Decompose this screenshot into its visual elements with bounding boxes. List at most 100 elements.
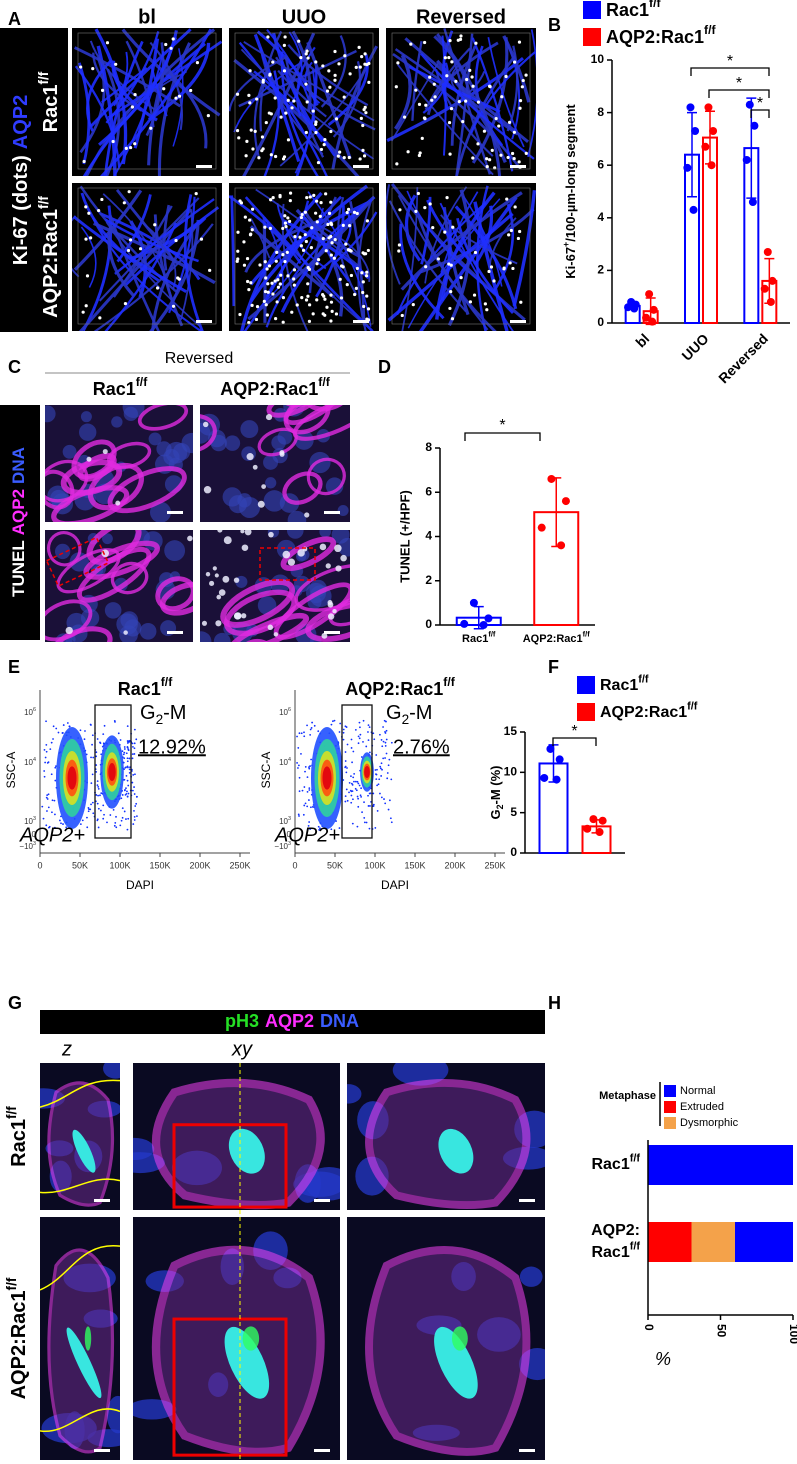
ki67-dot [91,67,95,71]
ki67-dot [305,100,309,104]
ki67-dot [275,250,279,254]
y-tick-label-part: f/f [630,1240,641,1252]
nucleus [224,435,241,451]
tubule [303,210,363,259]
legend-label-part: AQP2:Rac1 [606,27,704,47]
ki67-dot [288,191,293,195]
ki67-dot [459,34,463,38]
ki67-dot [261,147,265,151]
ki67-dot [517,160,521,164]
ki67-dot [502,267,506,271]
column-header: Reversed [416,6,506,28]
event [362,740,364,743]
ki67-dot [249,281,253,285]
nucleus [104,602,122,619]
tubule-ring [137,405,189,431]
event [385,720,387,723]
ki67-dot [364,274,369,278]
tubule-ring [200,413,217,453]
ki67-dot [450,317,455,321]
event [303,735,306,738]
event [375,778,378,780]
gate-label-part: 2 [156,712,164,727]
event [68,725,71,728]
event [86,826,89,829]
event [300,732,303,735]
tunel-dot [265,414,273,421]
ki67-dot [454,79,458,83]
ki67-dot [447,262,451,266]
nucleus [519,1266,543,1287]
ki67-dot [488,158,492,162]
event [133,793,136,795]
ki67-dot [329,200,333,204]
ki67-dot [236,249,240,253]
y-tick-label: 0 [287,830,292,839]
y-axis-label-part: G [488,809,503,819]
ki67-dot [327,69,331,73]
event [375,773,378,776]
event [51,799,54,802]
tubule [295,66,318,176]
event [84,730,86,732]
y-axis-label: G2-M (%) [488,765,505,819]
tunel-dot [240,530,245,534]
tunel-dot [273,632,279,637]
ki67-dot [282,43,286,47]
event [301,789,304,792]
event [346,799,349,802]
ki67-dot [517,40,522,44]
side-label: Ki-67 (dots) AQP2 [10,95,32,265]
ki67-dot [359,116,363,120]
ki67-dot [330,309,334,313]
volume-frame [77,187,217,325]
tubule [417,215,497,331]
event [79,729,82,732]
ki67-dot [353,292,357,297]
event [128,768,131,771]
event [344,760,347,762]
ki67-dot [265,313,269,317]
ki67-dot [279,273,283,277]
event [91,773,94,776]
ki67-dot [274,316,278,321]
event [304,802,307,805]
stain-label: pH3 AQP2 DNA [225,1011,359,1031]
y-tick-label-part: 4 [288,757,291,763]
event [350,794,353,797]
event [360,756,363,758]
ki67-dot [247,93,251,98]
gate-label-part: G [140,702,156,724]
event [45,824,48,827]
ki67-dot [329,129,333,134]
event [359,733,362,736]
event [296,735,298,738]
event [126,742,129,744]
ki67-dot [355,211,359,216]
gate-label-part: -M [409,702,432,724]
event [380,762,383,765]
nucleus [271,435,286,450]
micrograph [200,530,350,642]
tunel-dot [202,421,209,428]
tubule [230,195,236,307]
ki67-dot [263,225,267,229]
event [368,792,371,795]
ki67-dot [329,253,333,257]
ki67-dot [343,54,347,58]
ki67-dot [304,130,308,135]
event [386,772,389,774]
row-label: Rac1f/f [36,71,63,132]
tunel-dot [65,626,73,635]
event [136,795,138,798]
ki67-dot [505,197,509,201]
tubule [436,33,502,176]
event [53,799,56,802]
ki67-dot [315,220,319,224]
ki67-dot [253,129,257,133]
nucleus [287,510,307,522]
ki67-dot [244,154,248,158]
event [304,770,306,773]
population-label: AQP2+ [19,824,85,846]
ki67-dot [497,124,501,128]
